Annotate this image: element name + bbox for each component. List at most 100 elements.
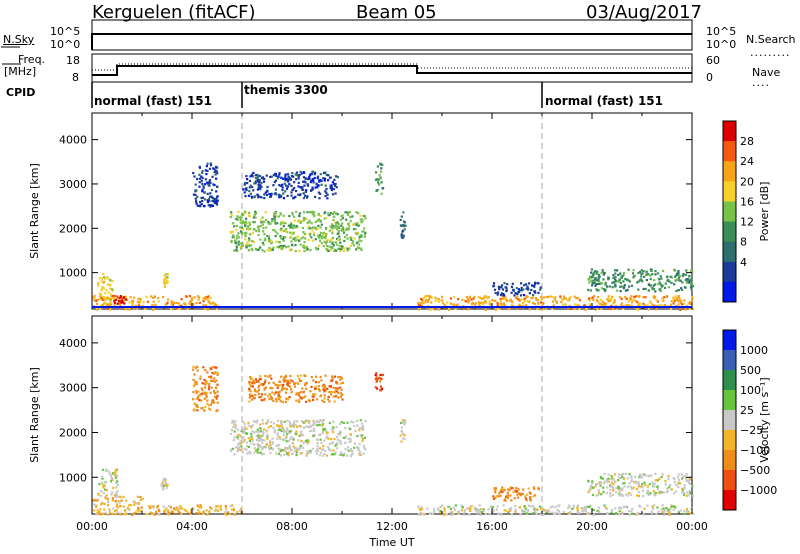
velocity-cell bbox=[364, 448, 367, 451]
velocity-cell bbox=[331, 390, 334, 394]
power-cell bbox=[502, 293, 505, 296]
velocity-cell bbox=[251, 382, 254, 385]
velocity-cell bbox=[109, 511, 112, 514]
power-cell bbox=[525, 287, 528, 290]
velocity-cell bbox=[267, 446, 270, 449]
velocity-cell bbox=[450, 513, 453, 517]
power-cell bbox=[106, 297, 110, 300]
velocity-cell bbox=[251, 377, 254, 380]
power-cell bbox=[363, 227, 366, 230]
power-cell bbox=[119, 303, 122, 307]
power-cell bbox=[680, 300, 683, 303]
velocity-cell bbox=[213, 380, 216, 383]
power-cell bbox=[589, 276, 592, 280]
velocity-cell bbox=[677, 511, 680, 514]
velocity-cell bbox=[147, 505, 151, 508]
power-cell bbox=[691, 270, 694, 273]
power-cell bbox=[644, 287, 647, 290]
power-cell bbox=[376, 178, 379, 181]
velocity-cell bbox=[321, 424, 324, 427]
power-cell bbox=[643, 304, 647, 307]
power-cell bbox=[211, 196, 214, 199]
velocity-cell bbox=[163, 477, 166, 480]
velocity-cell bbox=[271, 397, 274, 400]
noise-right-tick-bottom: 10^0 bbox=[706, 38, 737, 51]
velocity-cell bbox=[177, 508, 180, 511]
power-cell bbox=[467, 308, 470, 311]
velocity-cell bbox=[162, 488, 165, 491]
velocity-cell bbox=[519, 494, 522, 497]
power-cell bbox=[314, 220, 317, 224]
power-cell bbox=[355, 248, 358, 251]
velocity-cell bbox=[285, 388, 288, 391]
power-cell bbox=[324, 235, 327, 238]
power-cell bbox=[205, 173, 208, 176]
velocity-cell bbox=[316, 444, 319, 447]
power-cell bbox=[607, 276, 610, 279]
power-cell bbox=[554, 296, 557, 299]
velocity-cell bbox=[508, 489, 511, 492]
power-cell bbox=[157, 300, 160, 303]
velocity-cell bbox=[295, 449, 298, 452]
velocity-cell bbox=[374, 373, 377, 377]
velocity-cell bbox=[140, 506, 143, 509]
velocity-cell bbox=[243, 425, 246, 429]
velocity-cell bbox=[316, 441, 319, 444]
velocity-cell bbox=[504, 499, 507, 502]
power-cell bbox=[292, 188, 295, 191]
power-cell bbox=[241, 220, 245, 223]
power-cell bbox=[204, 178, 207, 181]
power-cell bbox=[239, 216, 242, 220]
power-cell bbox=[665, 295, 668, 298]
power-cell bbox=[494, 299, 497, 303]
velocity-cell bbox=[621, 473, 625, 476]
velocity-cell bbox=[124, 513, 127, 516]
velocity-cell bbox=[294, 432, 297, 435]
power-cell bbox=[614, 304, 617, 307]
power-cell bbox=[212, 301, 215, 304]
power-cell bbox=[146, 300, 150, 303]
velocity-cell bbox=[185, 509, 188, 512]
velocity-cell bbox=[631, 512, 634, 515]
power-cell bbox=[215, 177, 218, 180]
velocity-cell bbox=[257, 437, 260, 440]
nave-right-tick-bottom: 0 bbox=[706, 71, 713, 84]
power-cell bbox=[262, 243, 265, 246]
power-cell bbox=[589, 289, 592, 292]
power-cell bbox=[296, 235, 299, 238]
velocity-cell bbox=[107, 470, 110, 473]
velocity-cell bbox=[105, 468, 108, 471]
power-cell bbox=[318, 180, 321, 183]
velocity-cell bbox=[270, 421, 273, 424]
velocity-cell bbox=[403, 423, 406, 426]
velocity-cell bbox=[336, 382, 339, 385]
velocity-cell bbox=[338, 453, 341, 456]
power-cell bbox=[317, 212, 320, 215]
power-cell bbox=[359, 218, 362, 221]
velocity-cell bbox=[347, 449, 350, 452]
power-cell bbox=[317, 224, 320, 227]
power-cell bbox=[331, 181, 334, 184]
velocity-cell bbox=[327, 398, 330, 401]
velocity-cell bbox=[362, 452, 365, 455]
velocity-cell bbox=[200, 387, 203, 390]
power-cell bbox=[301, 186, 304, 189]
power-cell bbox=[232, 222, 235, 225]
power-cell bbox=[268, 193, 271, 196]
power-cell bbox=[307, 227, 310, 230]
power-cell bbox=[654, 270, 657, 273]
power-cell bbox=[677, 303, 680, 306]
power-cell bbox=[593, 295, 596, 298]
velocity-cell bbox=[269, 425, 273, 428]
power-cell bbox=[266, 234, 269, 238]
velocity-cell bbox=[236, 510, 239, 514]
velocity-cell bbox=[375, 372, 378, 375]
velocity-region-7 bbox=[374, 372, 384, 392]
velocity-cell bbox=[138, 510, 141, 513]
velocity-cell bbox=[122, 495, 125, 499]
velocity-cell bbox=[261, 448, 264, 451]
velocity-cell bbox=[495, 495, 498, 498]
power-cell bbox=[254, 180, 257, 183]
power-cell bbox=[166, 301, 169, 304]
power-cell bbox=[109, 287, 112, 290]
